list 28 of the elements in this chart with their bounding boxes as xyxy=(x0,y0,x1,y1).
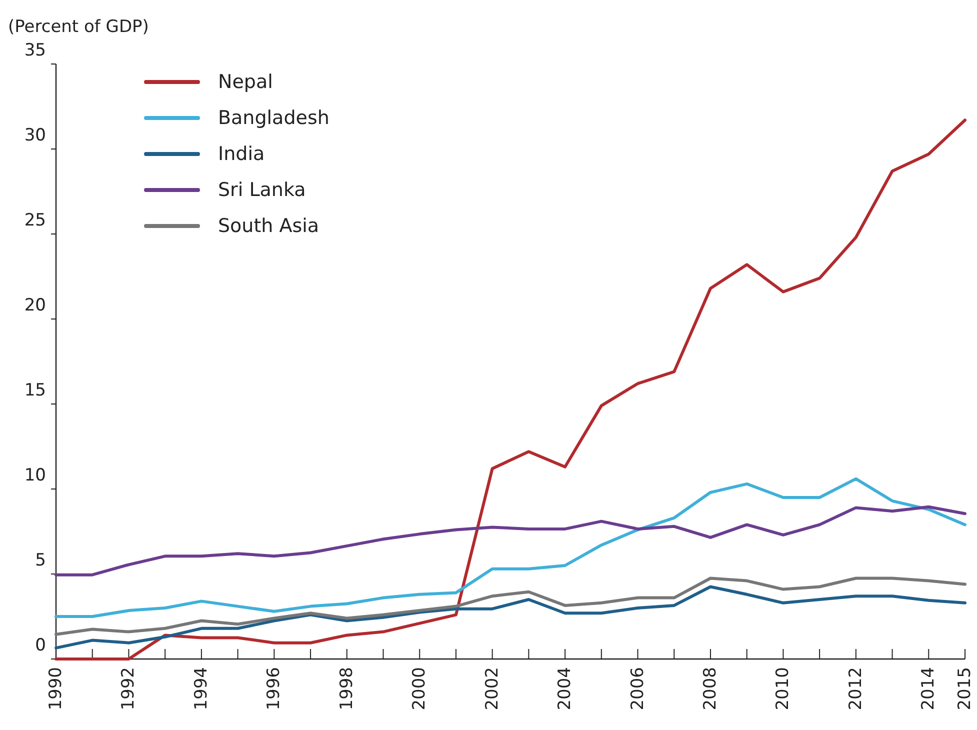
y-tick-label: 20 xyxy=(24,296,46,316)
y-tick-label: 25 xyxy=(24,210,46,230)
legend-label: South Asia xyxy=(218,215,320,237)
y-tick-label: 30 xyxy=(24,126,46,146)
y-tick-label: 5 xyxy=(35,550,46,570)
y-tick-label: 0 xyxy=(35,636,46,656)
x-tick-label: 2000 xyxy=(410,667,430,710)
x-tick-label: 2012 xyxy=(846,667,866,710)
x-tick-label: 2015 xyxy=(955,667,975,710)
legend-label: Bangladesh xyxy=(218,107,330,129)
x-tick-label: 1996 xyxy=(264,667,284,710)
x-tick-label: 2010 xyxy=(773,667,794,710)
legend-label: Sri Lanka xyxy=(218,179,306,201)
x-tick-label: 2002 xyxy=(482,667,502,710)
y-tick-label: 35 xyxy=(24,40,46,60)
y-axis-title: (Percent of GDP) xyxy=(8,17,149,37)
x-tick-label: 1994 xyxy=(191,667,212,710)
x-tick-label: 1990 xyxy=(46,667,66,710)
x-tick-label: 1992 xyxy=(118,667,139,710)
y-tick-label: 15 xyxy=(24,380,46,400)
x-tick-label: 2008 xyxy=(700,667,720,710)
legend-label: Nepal xyxy=(218,71,273,93)
legend-label: India xyxy=(218,143,265,165)
x-tick-label: 2006 xyxy=(628,667,648,710)
x-tick-label: 2004 xyxy=(555,667,576,710)
x-tick-label: 1998 xyxy=(336,667,357,710)
x-tick-label: 2014 xyxy=(918,667,939,710)
y-tick-label: 10 xyxy=(24,466,46,486)
